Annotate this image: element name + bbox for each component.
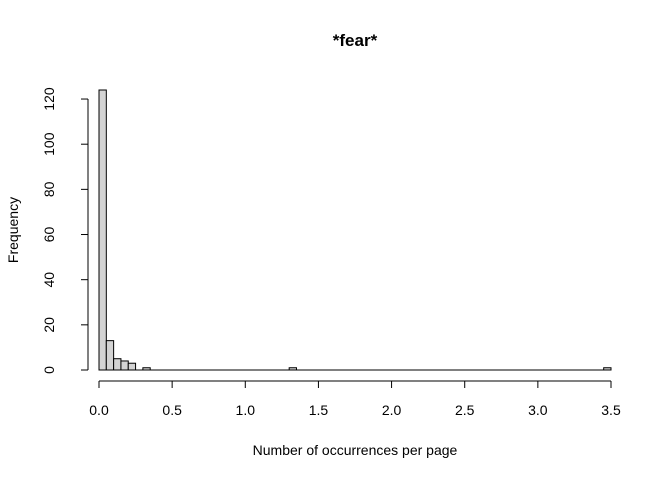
y-tick-label: 80 (41, 181, 57, 197)
x-tick-label: 0.0 (89, 402, 109, 418)
x-tick-label: 3.5 (601, 402, 621, 418)
histogram-bar (142, 367, 151, 371)
histogram-bar (98, 89, 107, 371)
histogram-bar (105, 340, 115, 371)
x-axis-label: Number of occurrences per page (253, 442, 458, 458)
histogram-bar (127, 362, 137, 371)
x-tick-label: 3.0 (528, 402, 548, 418)
y-axis-label: Frequency (5, 197, 21, 263)
histogram-bar (113, 358, 122, 371)
y-tick-label: 120 (41, 87, 57, 111)
empty-bins-group (135, 369, 604, 371)
histogram-bar (288, 367, 297, 371)
y-tick-label: 0 (41, 366, 57, 374)
bars-group (98, 89, 612, 371)
x-tick-label: 1.5 (309, 402, 329, 418)
histogram-bar (120, 360, 129, 371)
x-tick-label: 1.0 (236, 402, 256, 418)
y-tick-label: 60 (41, 227, 57, 243)
x-axis: 0.0 0.5 1.0 1.5 2.0 2.5 3.0 3.5 (89, 380, 621, 418)
x-tick-label: 0.5 (162, 402, 182, 418)
x-tick-label: 2.0 (382, 402, 402, 418)
y-axis: 0 20 40 60 80 100 120 (41, 87, 89, 374)
y-tick-label: 100 (41, 132, 57, 156)
chart-title: *fear* (333, 31, 378, 50)
histogram-bar (603, 367, 612, 371)
x-tick-label: 2.5 (455, 402, 475, 418)
y-tick-label: 20 (41, 317, 57, 333)
y-tick-label: 40 (41, 272, 57, 288)
